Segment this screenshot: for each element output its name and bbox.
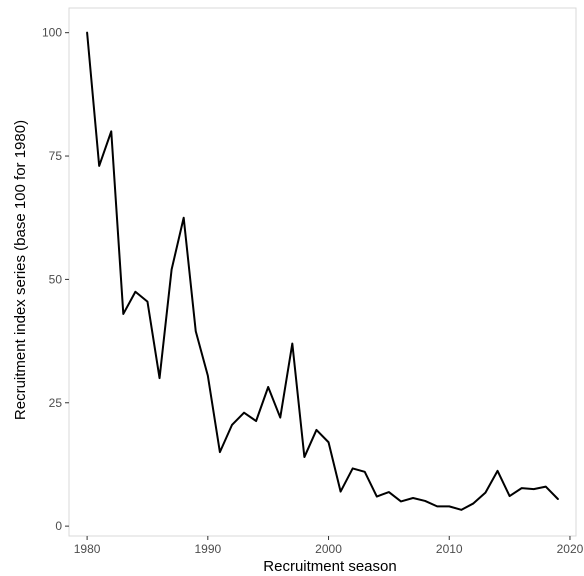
y-tick-label: 50 bbox=[49, 272, 63, 286]
series-layer bbox=[86, 31, 559, 511]
x-tick-label: 1980 bbox=[74, 542, 101, 556]
y-axis: 0 25 50 75 100 bbox=[42, 26, 69, 533]
x-tick-label: 2000 bbox=[315, 542, 342, 556]
x-tick-label: 2020 bbox=[557, 542, 584, 556]
y-tick-label: 75 bbox=[49, 149, 63, 163]
y-tick-label: 0 bbox=[55, 519, 62, 533]
y-tick-label: 25 bbox=[49, 396, 63, 410]
y-tick-label: 100 bbox=[42, 26, 62, 40]
series-line bbox=[86, 31, 559, 511]
x-tick-label: 2010 bbox=[436, 542, 463, 556]
plot-panel bbox=[68, 7, 577, 537]
x-axis: 1980 1990 2000 2010 2020 bbox=[74, 536, 584, 556]
x-tick-label: 1990 bbox=[194, 542, 221, 556]
y-axis-title: Recruitment index series (base 100 for 1… bbox=[12, 120, 29, 420]
x-axis-title: Recruitment season bbox=[263, 558, 396, 575]
